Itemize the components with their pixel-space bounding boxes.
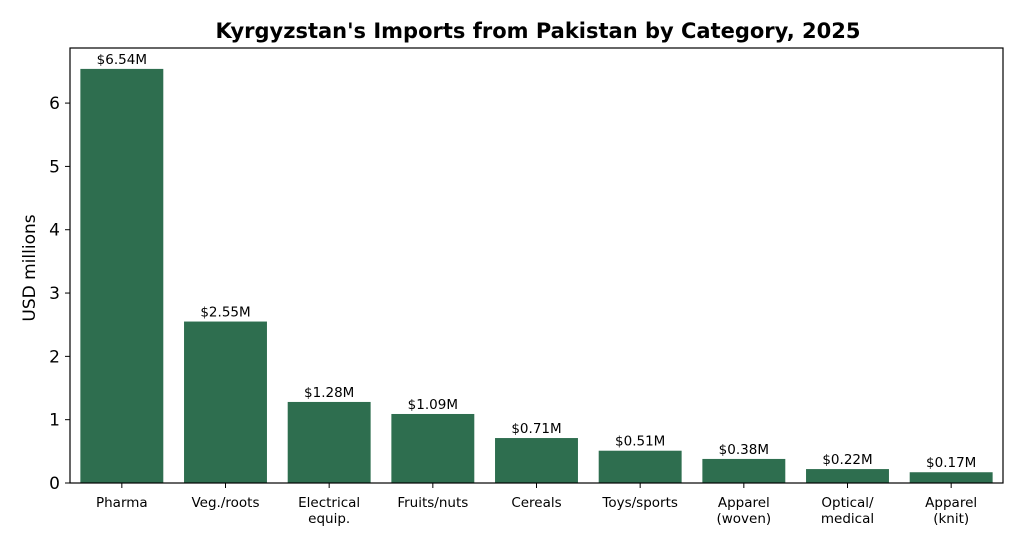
data-label: $0.22M (822, 452, 872, 468)
x-tick-label: Toys/sports (601, 495, 678, 511)
x-tick-label-line: Apparel (718, 495, 770, 511)
x-tick-label-line: Fruits/nuts (397, 495, 468, 511)
data-label: $2.55M (200, 305, 250, 321)
data-label: $1.09M (408, 397, 458, 413)
x-tick-label: Cereals (511, 495, 561, 511)
bar (287, 401, 371, 483)
x-tick-label: Apparel (knit) (925, 495, 977, 527)
y-tick-label: 6 (49, 94, 60, 114)
x-tick-label-line: Toys/sports (601, 495, 678, 511)
plot-frame (69, 47, 1004, 484)
y-tick-label: 5 (49, 157, 60, 177)
y-tick-label: 1 (49, 411, 60, 431)
bar (702, 458, 786, 483)
bar (391, 413, 475, 483)
bar (806, 469, 889, 483)
bar (495, 438, 578, 483)
x-tick-label-line: Pharma (96, 495, 148, 511)
data-label: $0.38M (719, 442, 769, 458)
x-tick-label-line: Electrical (298, 495, 360, 511)
x-tick-label-line: Veg./roots (191, 495, 259, 511)
x-tick-label-line: (knit) (933, 511, 969, 527)
data-label: $6.54M (97, 52, 147, 68)
data-label: $0.17M (926, 455, 976, 471)
x-tick-label: Electrical equip. (298, 495, 360, 527)
plot-area: $6.54M Pharma $2.55M Veg./roots $1.28M Electr… (49, 47, 1004, 527)
bar (184, 321, 267, 483)
bar (80, 68, 164, 484)
chart-title: Kyrgyzstan's Imports from Pakistan by Ca… (216, 19, 861, 43)
data-label: $0.51M (615, 434, 665, 450)
bar (909, 472, 993, 483)
x-tick-label: Veg./roots (191, 495, 259, 511)
x-tick-label-line: equip. (308, 511, 350, 527)
y-tick-label: 4 (49, 221, 60, 241)
x-tick-label-line: Cereals (511, 495, 561, 511)
x-tick-label: Fruits/nuts (397, 495, 468, 511)
x-tick-label-line: Apparel (925, 495, 977, 511)
data-label: $0.71M (511, 421, 561, 437)
bar (598, 450, 682, 483)
y-tick-label: 0 (49, 474, 60, 494)
x-tick-label-line: (woven) (716, 511, 771, 527)
y-axis-label: USD millions (20, 214, 40, 321)
y-tick-label: 3 (49, 284, 60, 304)
x-tick-label-line: Optical/ (821, 495, 874, 511)
x-tick-label-line: medical (821, 511, 874, 527)
y-tick-label: 2 (49, 347, 60, 367)
x-tick-label: Apparel (woven) (716, 495, 771, 527)
data-label: $1.28M (304, 385, 354, 401)
x-tick-label: Pharma (96, 495, 148, 511)
x-tick-label: Optical/medical (821, 495, 874, 527)
